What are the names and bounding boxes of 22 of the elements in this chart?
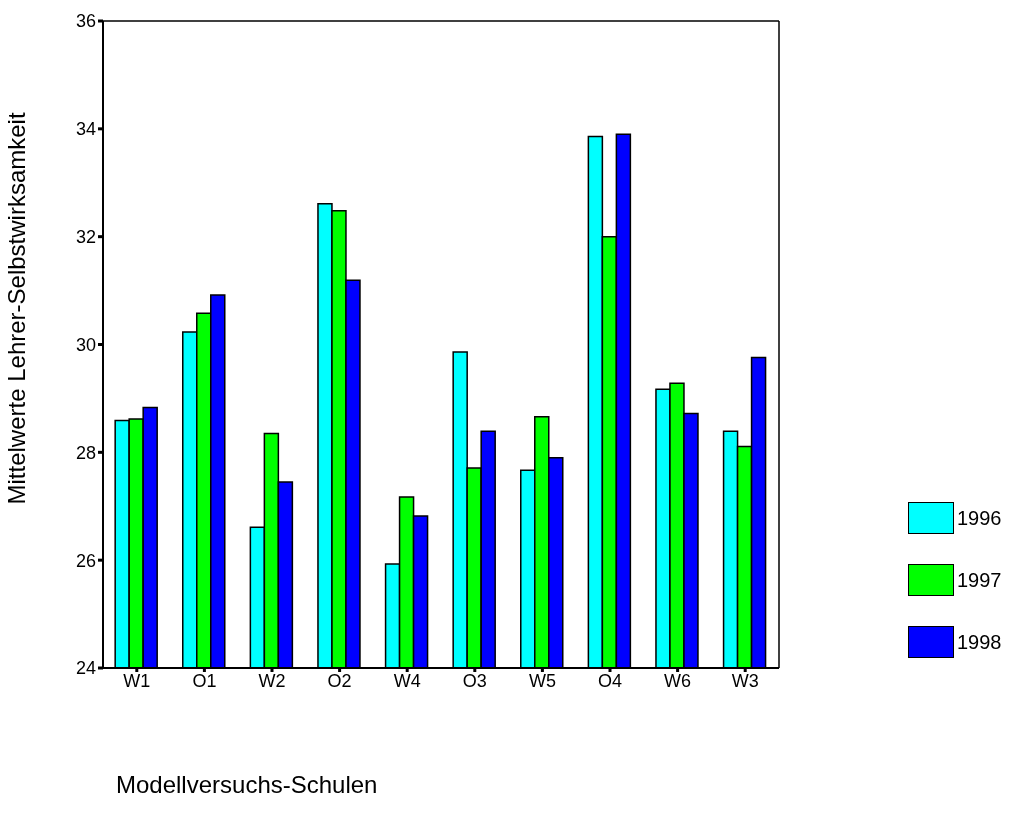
y-tick-label: 34 bbox=[75, 119, 96, 140]
y-tick-label: 28 bbox=[75, 442, 96, 463]
legend-label: 1998 bbox=[957, 630, 1002, 654]
y-tick-label: 30 bbox=[75, 334, 96, 355]
x-tick-label: W5 bbox=[528, 670, 556, 691]
x-tick-label: O2 bbox=[327, 670, 352, 691]
x-tick-label: O3 bbox=[462, 670, 487, 691]
y-axis-title: Mittelwerte Lehrer-Selbstwirksamkeit bbox=[2, 112, 30, 505]
x-tick-label: O1 bbox=[192, 670, 217, 691]
legend-label: 1997 bbox=[957, 568, 1002, 592]
x-tick-label: W3 bbox=[731, 670, 759, 691]
x-tick-label: W4 bbox=[393, 670, 421, 691]
y-tick-label: 26 bbox=[75, 550, 96, 571]
y-tick-label: 24 bbox=[75, 658, 96, 679]
y-tick-label: 32 bbox=[75, 227, 96, 248]
x-tick-label: W1 bbox=[123, 670, 151, 691]
x-axis-title: Modellversuchs-Schulen bbox=[116, 771, 378, 799]
x-tick-label: O4 bbox=[597, 670, 623, 691]
legend-label: 1996 bbox=[957, 506, 1002, 530]
y-tick-label: 36 bbox=[75, 11, 96, 32]
x-tick-label: W6 bbox=[664, 670, 692, 691]
x-tick-label: W2 bbox=[258, 670, 286, 691]
